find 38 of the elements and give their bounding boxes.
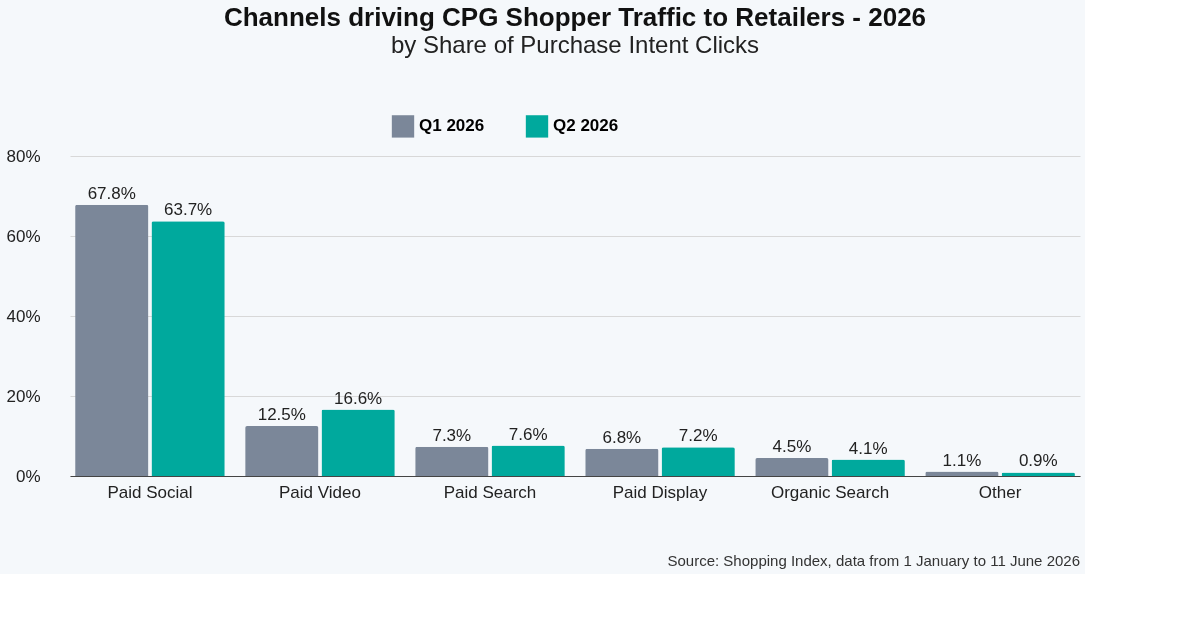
data-label: 7.6% [508, 424, 548, 444]
y-tick-label: 40% [6, 306, 41, 326]
y-tick-label: 60% [6, 226, 41, 246]
data-label: 12.5% [257, 405, 306, 424]
data-label: 7.3% [432, 425, 472, 445]
data-label: 4.1% [848, 438, 888, 458]
bar [245, 426, 319, 476]
bar [415, 446, 489, 476]
bar [831, 459, 905, 476]
bar [491, 445, 565, 476]
x-tick-label: Paid Display [612, 482, 708, 502]
data-label: 4.5% [772, 437, 812, 456]
x-tick-label: Paid Social [107, 482, 193, 502]
data-label: 67.8% [87, 183, 136, 203]
bar [755, 458, 829, 476]
source-note: Source: Shopping Index, data from 1 January to 11 June 2026 [667, 552, 1080, 569]
y-tick-label: 0% [15, 466, 41, 486]
bar [75, 204, 149, 476]
bar [585, 448, 659, 476]
data-label: 0.9% [1018, 451, 1058, 471]
y-tick-label: 80% [6, 146, 41, 166]
chart-title: Channels driving CPG Shopper Traffic to Retailers - 2026 [223, 2, 927, 32]
x-tick-label: Organic Search [770, 482, 890, 502]
bar [661, 447, 735, 476]
legend-label: Q2 2026 [553, 116, 619, 136]
chart-subtitle: by Share of Purchase Intent Clicks [390, 31, 760, 58]
data-label: 63.7% [163, 200, 213, 220]
data-label: 7.2% [678, 426, 718, 446]
legend-label: Q1 2026 [419, 116, 485, 136]
x-tick-label: Other [978, 482, 1022, 502]
y-tick-label: 20% [6, 386, 41, 406]
data-label: 1.1% [942, 450, 982, 470]
x-tick-label: Paid Video [278, 482, 361, 502]
bar [151, 221, 225, 476]
data-label: 6.8% [602, 427, 642, 447]
x-tick-label: Paid Search [443, 482, 537, 502]
data-label: 16.6% [334, 388, 383, 408]
bar [321, 409, 395, 476]
